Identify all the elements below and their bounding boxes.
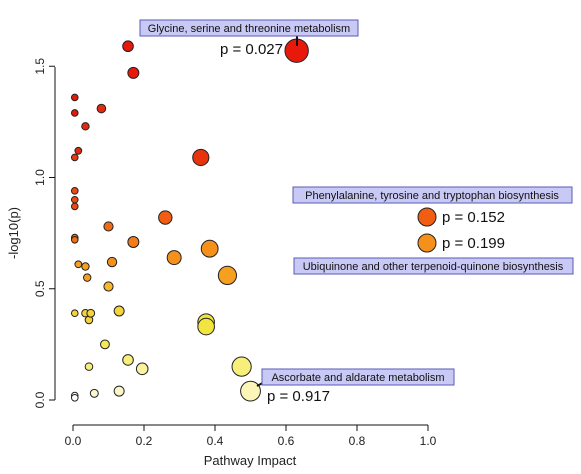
data-point [84,362,94,371]
data-point [70,195,79,204]
legend-marker-p199 [417,233,437,253]
data-point [70,309,79,318]
annotation-pvalue-glycine: p = 0.027 [220,41,283,58]
data-point [192,148,210,167]
annotation-box-phenylalanine [292,186,573,204]
x-tick-label: 0.8 [349,434,366,448]
data-point [96,103,107,114]
data-points [70,38,309,402]
data-point [70,109,79,117]
data-point [158,210,173,225]
data-point [127,236,140,249]
annotation-box-glycine [139,19,359,37]
data-point [106,256,118,268]
data-point [81,122,90,131]
annotation-label-ascorbate: Ascorbate and aldarate metabolism [271,372,444,384]
data-point [103,221,114,232]
data-point [70,393,79,402]
annotation-box-ubiquinone [293,257,574,275]
annotation-label-ubiquinone: Ubiquinone and other terpenoid-quinone b… [303,261,564,273]
data-point [103,281,114,292]
y-axis-ticks: 0.0 0.5 1.0 1.5 [33,58,55,408]
y-tick-label: 0.5 [33,280,47,297]
data-point [89,388,99,398]
data-point [197,317,215,336]
y-axis-title: -log10(p) [6,207,21,259]
x-axis-ticks: 0.0 0.2 0.4 0.6 0.8 1.0 [65,425,437,448]
data-point [100,339,110,350]
data-point [70,187,79,195]
data-point [70,93,79,102]
annotation-phenylalanine: Phenylalanine, tyrosine and tryptophan b… [292,186,573,227]
data-point [86,308,96,318]
annotation-pvalue-ubiquinone: p = 0.199 [442,235,505,252]
data-point [217,265,238,285]
y-tick-label: 1.0 [33,169,47,186]
annotation-pvalue-phenylalanine: p = 0.152 [442,209,505,226]
y-tick-label: 0.0 [33,391,47,408]
annotation-label-glycine: Glycine, serine and threonine metabolism [148,23,350,35]
annotation-ubiquinone: p = 0.199 Ubiquinone and other terpenoid… [293,233,574,275]
annotation-glycine: Glycine, serine and threonine metabolism… [139,19,359,58]
x-tick-label: 0.4 [207,434,224,448]
x-tick-label: 0.6 [278,434,295,448]
annotation-box-ascorbate [261,368,455,386]
data-point [113,305,125,317]
data-point [166,250,182,266]
data-point [70,153,79,162]
data-point [70,236,79,244]
annotation-label-phenylalanine: Phenylalanine, tyrosine and tryptophan b… [305,190,559,202]
x-tick-label: 1.0 [420,434,437,448]
y-tick-label: 1.5 [33,58,47,75]
data-point [231,356,252,377]
data-point [122,354,134,366]
data-point [113,385,125,397]
data-point [122,40,134,53]
annotation-ascorbate: Ascorbate and aldarate metabolism p = 0.… [256,368,455,405]
x-tick-label: 0.0 [65,434,82,448]
data-point [70,202,79,211]
data-point [74,146,83,155]
data-point [127,66,140,79]
plot-frame [54,67,428,426]
data-point [83,273,92,282]
data-point [240,380,261,402]
data-point [74,260,83,269]
x-axis-title: Pathway Impact [204,453,297,468]
annotation-pvalue-ascorbate: p = 0.917 [267,388,330,405]
data-point [81,262,90,271]
legend-marker-p152 [417,207,437,227]
data-point [200,239,219,258]
x-tick-label: 0.2 [136,434,153,448]
data-point [135,362,149,376]
